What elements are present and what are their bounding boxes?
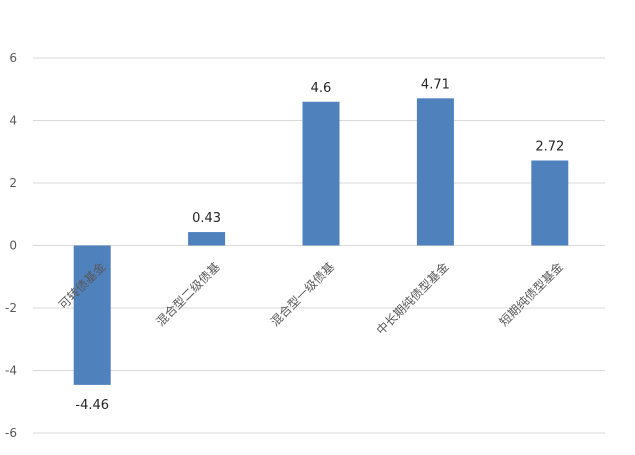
category-label: 混合型二级债基: [153, 259, 223, 329]
y-tick-label: 6: [9, 51, 17, 65]
bar: [302, 101, 340, 246]
category-labels: 可转债基金 混合型二级债基 混合型一级债基 中长期纯债型基金 短期纯债型基金: [55, 259, 566, 337]
bar: [188, 232, 226, 246]
bar: [73, 245, 111, 385]
bar: [416, 98, 454, 246]
category-label: 混合型一级债基: [267, 259, 337, 329]
bar-value-label: 4.6: [311, 81, 332, 96]
y-tick-label: -4: [5, 364, 17, 378]
y-axis-tick-labels: 6 4 2 0 -2 -4 -6: [5, 51, 17, 440]
category-label: 中长期纯债型基金: [373, 259, 451, 337]
y-tick-label: 4: [9, 114, 17, 128]
bar-value-label: 4.71: [421, 77, 450, 92]
bar-value-label: -4.46: [75, 398, 109, 413]
y-tick-label: 0: [9, 239, 17, 253]
bar-value-label: 0.43: [192, 211, 221, 226]
y-tick-label: -6: [5, 426, 17, 440]
y-tick-label: -2: [5, 301, 17, 315]
category-label: 短期纯债型基金: [496, 259, 566, 329]
bar-value-label: 2.72: [535, 140, 564, 155]
bars: [73, 98, 569, 385]
data-labels: -4.46 0.43 4.6 4.71 2.72: [75, 77, 564, 413]
y-tick-label: 2: [9, 176, 17, 190]
bar: [531, 160, 569, 246]
